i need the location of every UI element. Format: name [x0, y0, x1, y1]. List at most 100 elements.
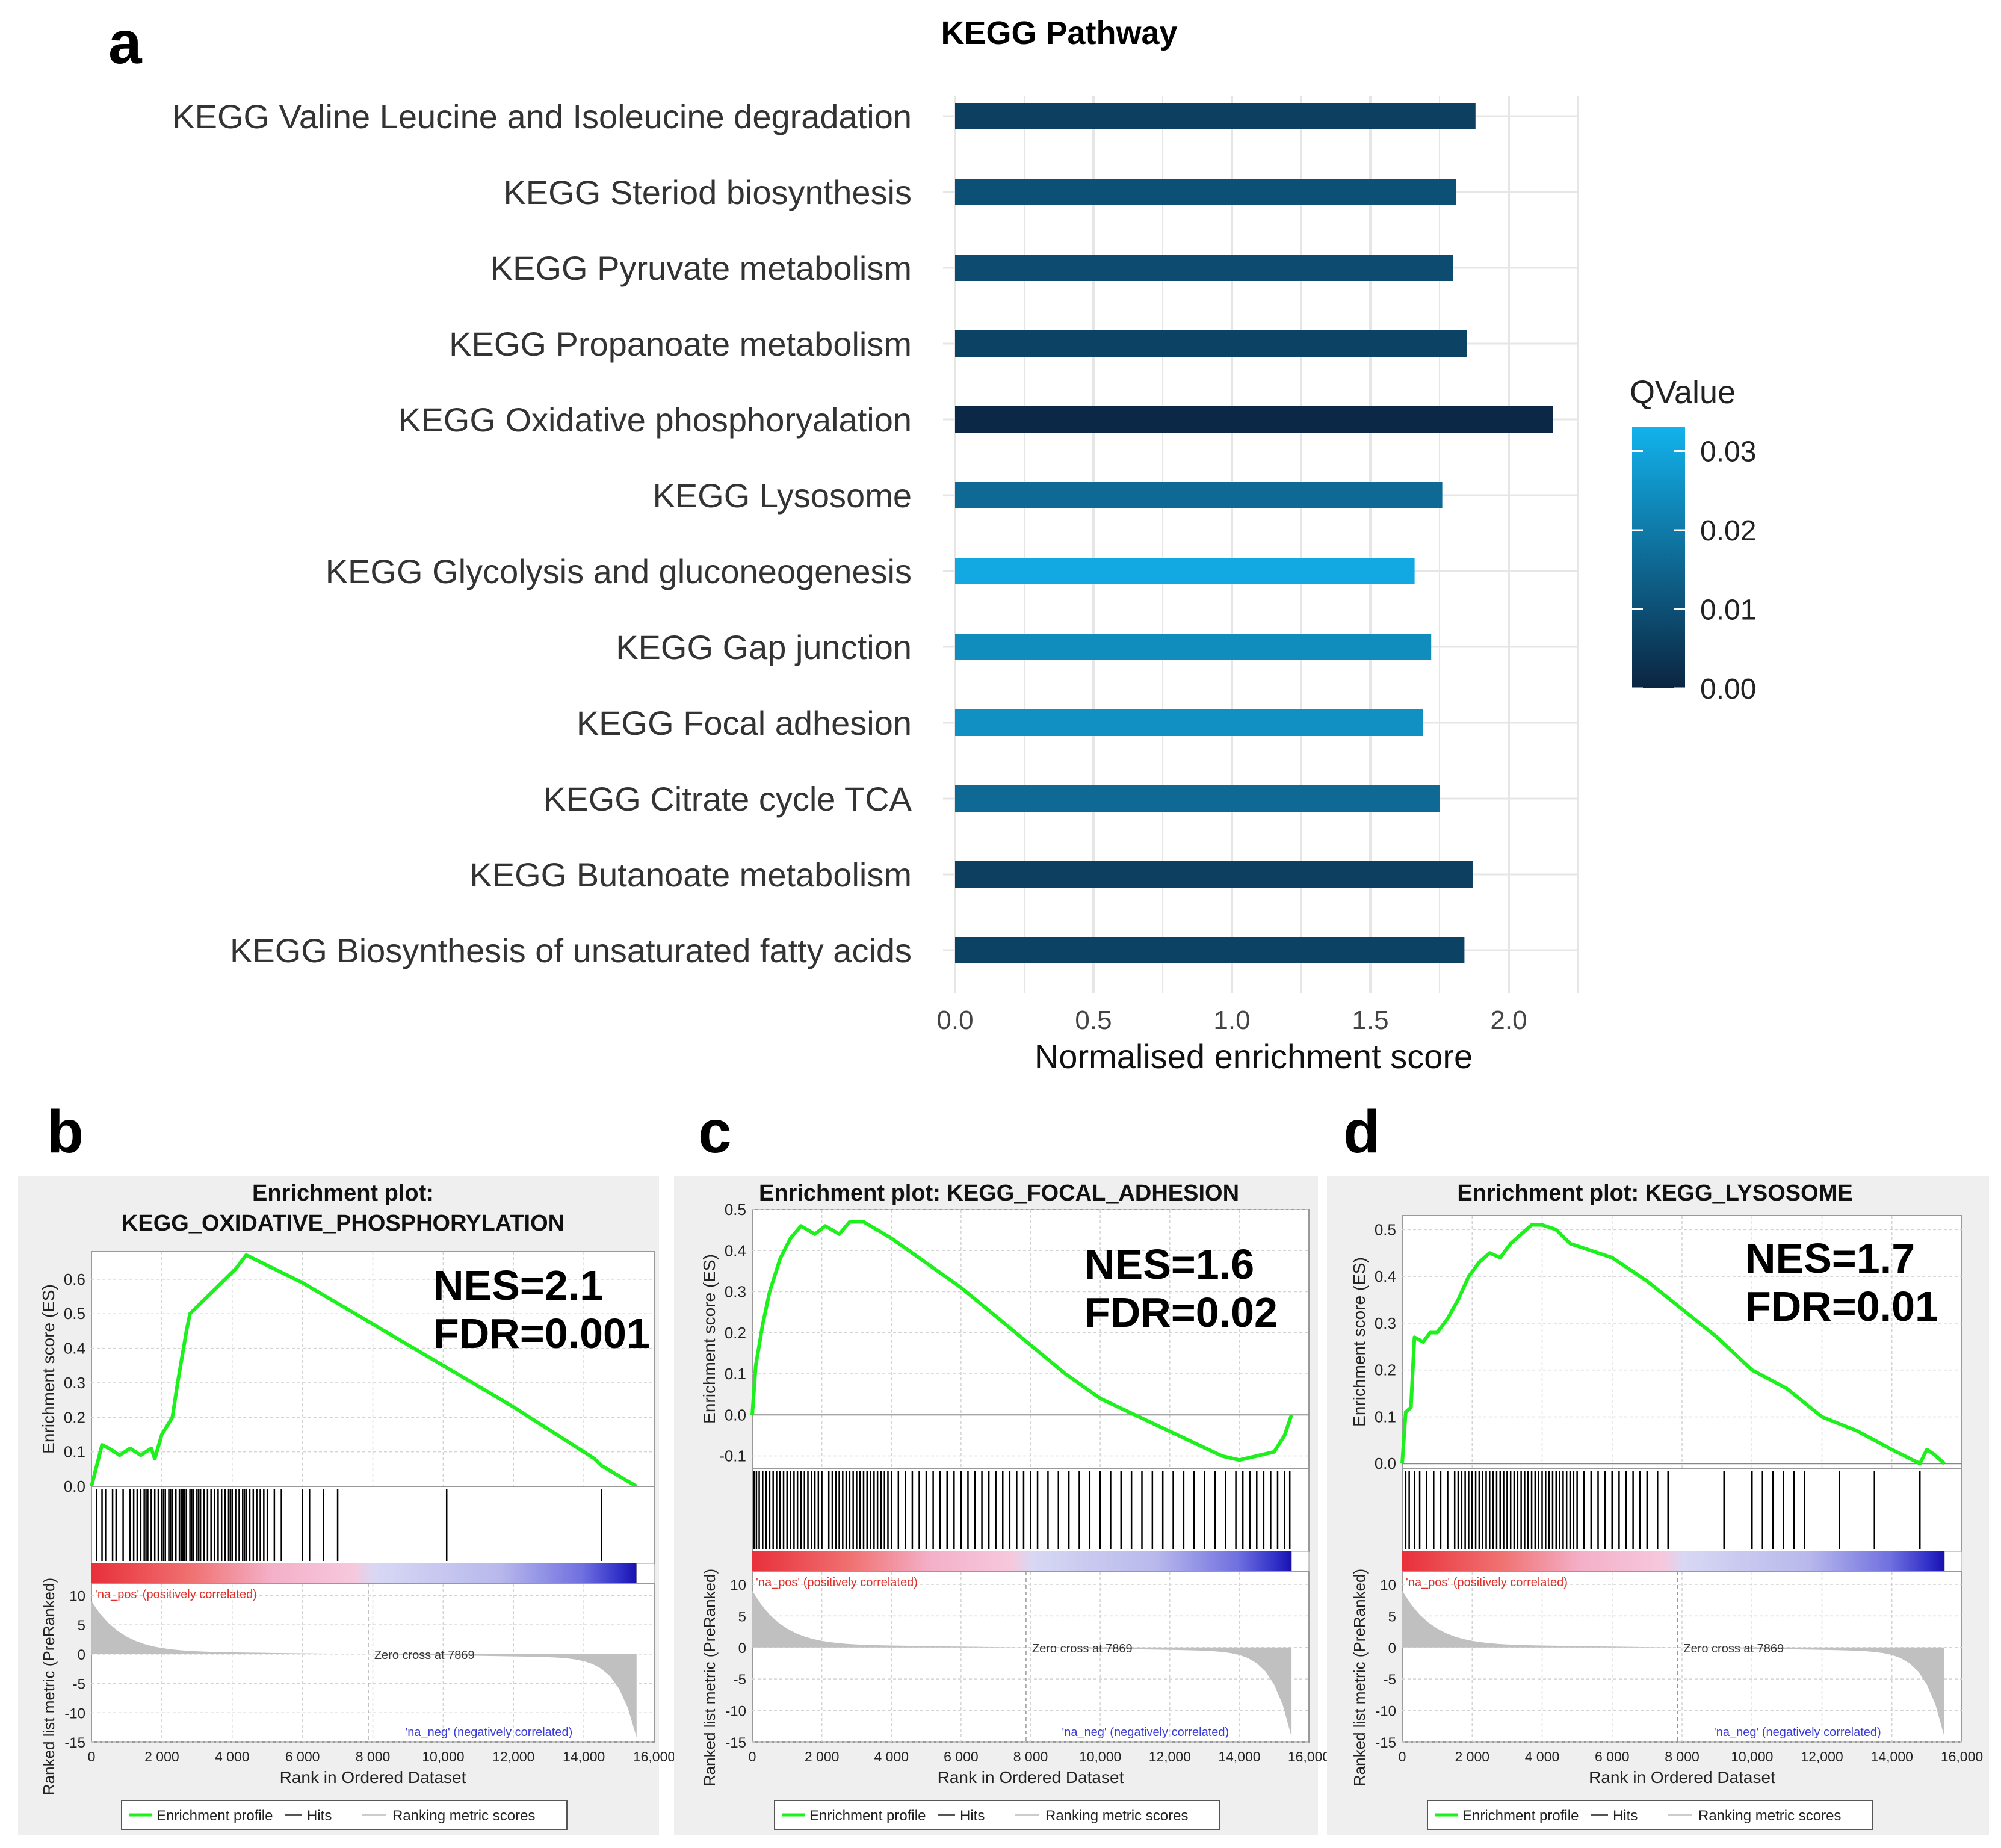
x-tick-label: 1.0: [1213, 1006, 1250, 1035]
positive-label: 'na_pos' (positively correlated): [1406, 1576, 1568, 1589]
panel-letter-d: d: [1343, 1098, 1380, 1166]
ranking-bar-end: [636, 1563, 655, 1584]
legend-box: [1427, 1800, 1873, 1830]
bar: [955, 558, 1415, 584]
panel-letter-b: b: [47, 1098, 84, 1166]
es-tick-label: 0.5: [64, 1305, 85, 1323]
nes-value: NES=1.6: [1084, 1241, 1254, 1288]
metric-tick-label: -15: [64, 1735, 85, 1751]
legend-label: Hits: [1613, 1808, 1638, 1824]
x-tick-label: 10,000: [1731, 1749, 1773, 1764]
es-tick-label: 0.0: [64, 1477, 85, 1495]
kegg-bar-chart: KEGG Pathway KEGG Valine Leucine and Iso…: [172, 15, 1756, 1075]
bar: [955, 406, 1553, 433]
ranking-color-bar: [752, 1551, 1292, 1572]
category-label: KEGG Valine Leucine and Isoleucine degra…: [172, 97, 912, 135]
legend-label: Ranking metric scores: [1045, 1808, 1188, 1824]
legend-tick-label: 0.01: [1700, 594, 1756, 626]
x-tick-label: 14,000: [1871, 1749, 1913, 1764]
metric-tick-label: 0: [1388, 1640, 1396, 1657]
es-tick-label: 0.5: [1375, 1220, 1396, 1238]
metric-tick-label: 5: [78, 1618, 85, 1634]
x-tick-label: 14,000: [1218, 1749, 1260, 1764]
x-tick-label: 2 000: [805, 1749, 840, 1764]
legend-tick-label: 0.02: [1700, 515, 1756, 547]
legend-label: Hits: [960, 1808, 985, 1824]
es-tick-label: 0.4: [64, 1340, 85, 1358]
zero-cross-label: Zero cross at 7869: [374, 1649, 475, 1662]
nes-value: NES=1.7: [1745, 1235, 1915, 1282]
metric-tick-label: 10: [1380, 1577, 1396, 1593]
x-tick-label: 8 000: [1013, 1749, 1048, 1764]
plot-title: Enrichment plot: KEGG_LYSOSOME: [1457, 1181, 1852, 1206]
es-tick-label: 0.6: [64, 1270, 85, 1288]
es-axis-label: Enrichment score (ES): [1350, 1257, 1369, 1427]
es-axis-label: Enrichment score (ES): [700, 1254, 719, 1424]
x-tick-label: 16,000: [1941, 1749, 1983, 1764]
bar-grid: [943, 96, 1579, 993]
x-tick-label: 10,000: [1079, 1749, 1121, 1764]
category-label: KEGG Butanoate metabolism: [469, 856, 912, 894]
category-label: KEGG Focal adhesion: [577, 704, 912, 742]
legend-label: Ranking metric scores: [1698, 1808, 1841, 1824]
es-tick-label: 0.3: [725, 1283, 746, 1301]
x-tick-label: 12,000: [1801, 1749, 1843, 1764]
x-tick-label: 2.0: [1490, 1006, 1527, 1035]
es-tick-label: 0.1: [725, 1365, 746, 1383]
legend-tick-label: 0.00: [1700, 673, 1756, 705]
chart-title: KEGG Pathway: [941, 15, 1177, 51]
x-tick-label: 0: [749, 1749, 756, 1764]
category-label: KEGG Biosynthesis of unsaturated fatty a…: [230, 932, 912, 969]
metric-plot-area: [752, 1571, 1310, 1743]
es-tick-label: 0.4: [1375, 1267, 1396, 1285]
ranking-color-bar: [1402, 1551, 1944, 1572]
bar: [955, 937, 1465, 963]
legend-label: Ranking metric scores: [392, 1808, 535, 1824]
x-axis-label: Normalised enrichment score: [1035, 1037, 1473, 1075]
category-label: KEGG Gap junction: [616, 628, 912, 666]
es-tick-label: -0.1: [719, 1447, 746, 1465]
es-tick-label: 0.0: [725, 1406, 746, 1424]
x-axis-label: Rank in Ordered Dataset: [1589, 1768, 1775, 1787]
es-tick-label: 0.0: [1375, 1454, 1396, 1473]
legend-label: Enrichment profile: [1462, 1808, 1579, 1824]
legend-title: QValue: [1630, 374, 1736, 410]
fdr-value: FDR=0.02: [1084, 1289, 1278, 1336]
legend-box: [774, 1800, 1220, 1830]
x-tick-label: 8 000: [1665, 1749, 1699, 1764]
es-tick-label: 0.3: [1375, 1314, 1396, 1332]
gsea-plot-focal-adhesion: Enrichment plot: KEGG_FOCAL_ADHESION -0.1…: [674, 1176, 1330, 1835]
x-tick-label: 0: [1399, 1749, 1406, 1764]
positive-label: 'na_pos' (positively correlated): [756, 1576, 918, 1589]
metric-tick-label: 10: [69, 1588, 85, 1604]
x-tick-label: 8 000: [356, 1749, 391, 1764]
metric-tick-label: -10: [64, 1705, 85, 1722]
gsea-plot-lysosome: Enrichment plot: KEGG_LYSOSOME 0.0 0.1 0.2 0…: [1327, 1176, 1989, 1835]
plot-title: Enrichment plot:: [252, 1181, 434, 1206]
metric-axis-label: Ranked list metric (PreRanked): [40, 1578, 58, 1795]
x-tick-label: 6 000: [944, 1749, 979, 1764]
x-tick-label: 12,000: [1149, 1749, 1191, 1764]
x-axis-label: Rank in Ordered Dataset: [280, 1768, 466, 1787]
metric-plot-area: [1402, 1571, 1962, 1743]
legend-colorbar: [1632, 427, 1685, 688]
legend-label: Hits: [307, 1808, 332, 1824]
plot-title: Enrichment plot: KEGG_FOCAL_ADHESION: [759, 1181, 1239, 1206]
es-tick-label: 0.4: [725, 1241, 746, 1259]
x-tick-label: 16,000: [633, 1749, 675, 1764]
legend-label: Enrichment profile: [809, 1808, 926, 1824]
metric-tick-label: 0: [738, 1640, 746, 1657]
fdr-value: FDR=0.01: [1745, 1283, 1938, 1330]
qvalue-legend: QValue 0.03 0.02 0.01 0.00: [1630, 374, 1756, 705]
hits-area: [1402, 1468, 1962, 1552]
x-tick-label: 4 000: [215, 1749, 250, 1764]
es-plot-area: [752, 1209, 1310, 1469]
negative-label: 'na_neg' (negatively correlated): [1714, 1726, 1881, 1739]
x-tick-label: 10,000: [422, 1749, 464, 1764]
x-tick-labels: 0.0 0.5 1.0 1.5 2.0: [936, 1006, 1527, 1035]
metric-tick-label: 10: [730, 1577, 746, 1593]
x-tick-label: 2 000: [1455, 1749, 1489, 1764]
x-tick-label: 0.0: [936, 1006, 973, 1035]
x-tick-label: 6 000: [285, 1749, 320, 1764]
legend-label: Enrichment profile: [156, 1808, 273, 1824]
